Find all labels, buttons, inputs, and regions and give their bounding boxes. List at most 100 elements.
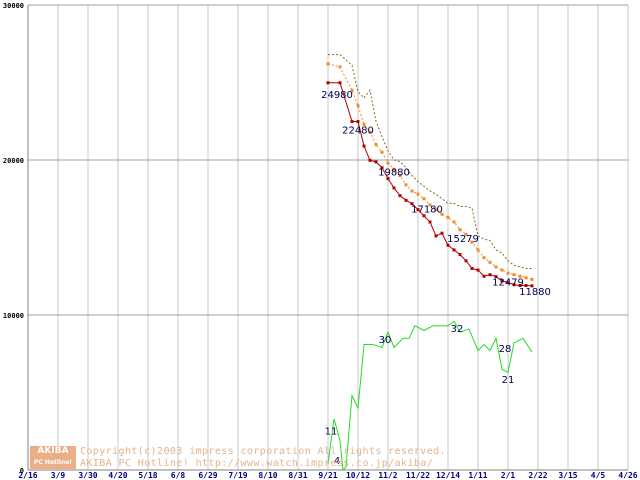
- data-label: 22480: [342, 126, 374, 137]
- series-2-point: [464, 259, 468, 263]
- series-2-point: [422, 214, 426, 218]
- series-2-point: [500, 279, 504, 283]
- logo-text-bottom: PC Hotline!: [33, 459, 73, 466]
- series-1-point: [500, 268, 504, 272]
- series-1-point: [404, 183, 408, 187]
- x-tick-label: 11/22: [406, 471, 430, 480]
- series-1-point: [440, 212, 444, 216]
- series-2-point: [446, 243, 450, 247]
- series-2-point: [512, 283, 516, 287]
- data-label: 4: [334, 456, 340, 467]
- data-label: 15279: [447, 234, 479, 245]
- series-2-point: [362, 144, 366, 148]
- series-2-point: [506, 280, 510, 284]
- series-1-point: [464, 232, 468, 236]
- series-1-point: [410, 189, 414, 193]
- series-2-point: [482, 274, 486, 278]
- series-1-point: [470, 240, 474, 244]
- series-2-point: [434, 234, 438, 238]
- series-1-point: [518, 274, 522, 278]
- series-2-point: [524, 284, 528, 288]
- x-tick-label: 2/22: [528, 471, 547, 480]
- series-1-point: [494, 265, 498, 269]
- data-label: 19880: [378, 168, 410, 179]
- series-3-line: [327, 320, 533, 472]
- y-tick-label: 10000: [3, 312, 24, 320]
- series-2-line: [328, 82, 533, 287]
- y-tick-label: 20000: [3, 157, 24, 165]
- y-tick-label: 30000: [3, 2, 24, 10]
- x-tick-label: 12/14: [436, 471, 460, 480]
- x-tick-labels: 2/16 3/9 3/30 4/20 5/18 6/8 6/29 7/19 8/10 8/31 9/…: [18, 471, 637, 480]
- data-label: 17180: [411, 205, 443, 216]
- x-tick-label: 2/1: [501, 471, 516, 480]
- x-tick-label: 10/12: [346, 471, 370, 480]
- series-1-point: [476, 248, 480, 252]
- series-1-point: [356, 104, 360, 108]
- series-1-point: [326, 62, 330, 66]
- logo-text-top: AKIBA: [37, 446, 69, 456]
- series-2-point: [476, 268, 480, 272]
- x-tick-label: 6/8: [171, 471, 186, 480]
- series-1-line: [327, 63, 533, 280]
- series-1-point: [392, 167, 396, 171]
- series-1-point: [482, 256, 486, 260]
- copyright-line: Copyright(c)2003 impress corporation All…: [80, 446, 446, 457]
- x-tick-label: 3/9: [51, 471, 66, 480]
- x-tick-label: 3/15: [558, 471, 577, 480]
- series-2-point: [326, 81, 330, 85]
- series-1-point: [512, 273, 516, 277]
- series-2-point: [386, 177, 390, 181]
- series-2-point: [404, 198, 408, 202]
- series-2-point: [416, 208, 420, 212]
- series-1-point: [434, 208, 438, 212]
- series-2-point: [530, 284, 534, 288]
- series-1-point: [488, 260, 492, 264]
- series-2-point: [380, 166, 384, 170]
- grid-lines: [27, 4, 629, 471]
- series-group: [326, 54, 534, 472]
- series-1-point: [416, 192, 420, 196]
- data-label: 28: [499, 344, 512, 355]
- series-2-point: [518, 284, 522, 288]
- series-1-point: [362, 122, 366, 126]
- data-label: 12479: [492, 278, 524, 289]
- x-tick-label: 4/5: [591, 471, 606, 480]
- series-2-point: [410, 202, 414, 206]
- series-1-point: [446, 215, 450, 219]
- copyright-watermark: AKIBA PC Hotline! Copyright(c)2003 impre…: [30, 446, 590, 470]
- data-label: 11880: [519, 287, 551, 298]
- x-tick-label: 8/31: [288, 471, 307, 480]
- series-1-point: [452, 220, 456, 224]
- series-2-point: [356, 120, 360, 124]
- x-tick-label: 2/16: [18, 471, 37, 480]
- series-2-point: [350, 120, 354, 124]
- series-2-point: [428, 220, 432, 224]
- x-tick-label: 8/10: [258, 471, 277, 480]
- x-tick-label: 6/29: [198, 471, 217, 480]
- x-tick-label: 4/26: [618, 471, 637, 480]
- series-2-point: [452, 248, 456, 252]
- x-tick-label: 7/19: [228, 471, 247, 480]
- series-2-point: [488, 273, 492, 277]
- series-2-point: [368, 158, 372, 162]
- x-tick-label: 4/20: [108, 471, 127, 480]
- series-0-line: [328, 54, 532, 269]
- series-2-point: [440, 231, 444, 235]
- url-line: AKIBA PC Hotline! http://www.watch.impre…: [80, 458, 434, 469]
- series-1-point: [530, 277, 534, 281]
- x-tick-label: 9/21: [318, 471, 337, 480]
- series-2-point: [398, 194, 402, 198]
- akiba-logo: AKIBA PC Hotline!: [30, 446, 76, 469]
- data-label: 24980: [321, 90, 353, 101]
- series-1-point: [458, 228, 462, 232]
- series-2-point: [470, 267, 474, 270]
- series-1-point: [428, 203, 432, 207]
- series-2-point: [374, 160, 378, 164]
- y-tick-label: 0: [20, 467, 24, 475]
- x-tick-label: 3/30: [78, 471, 97, 480]
- series-2-point: [338, 81, 342, 85]
- series-1-point: [380, 150, 384, 154]
